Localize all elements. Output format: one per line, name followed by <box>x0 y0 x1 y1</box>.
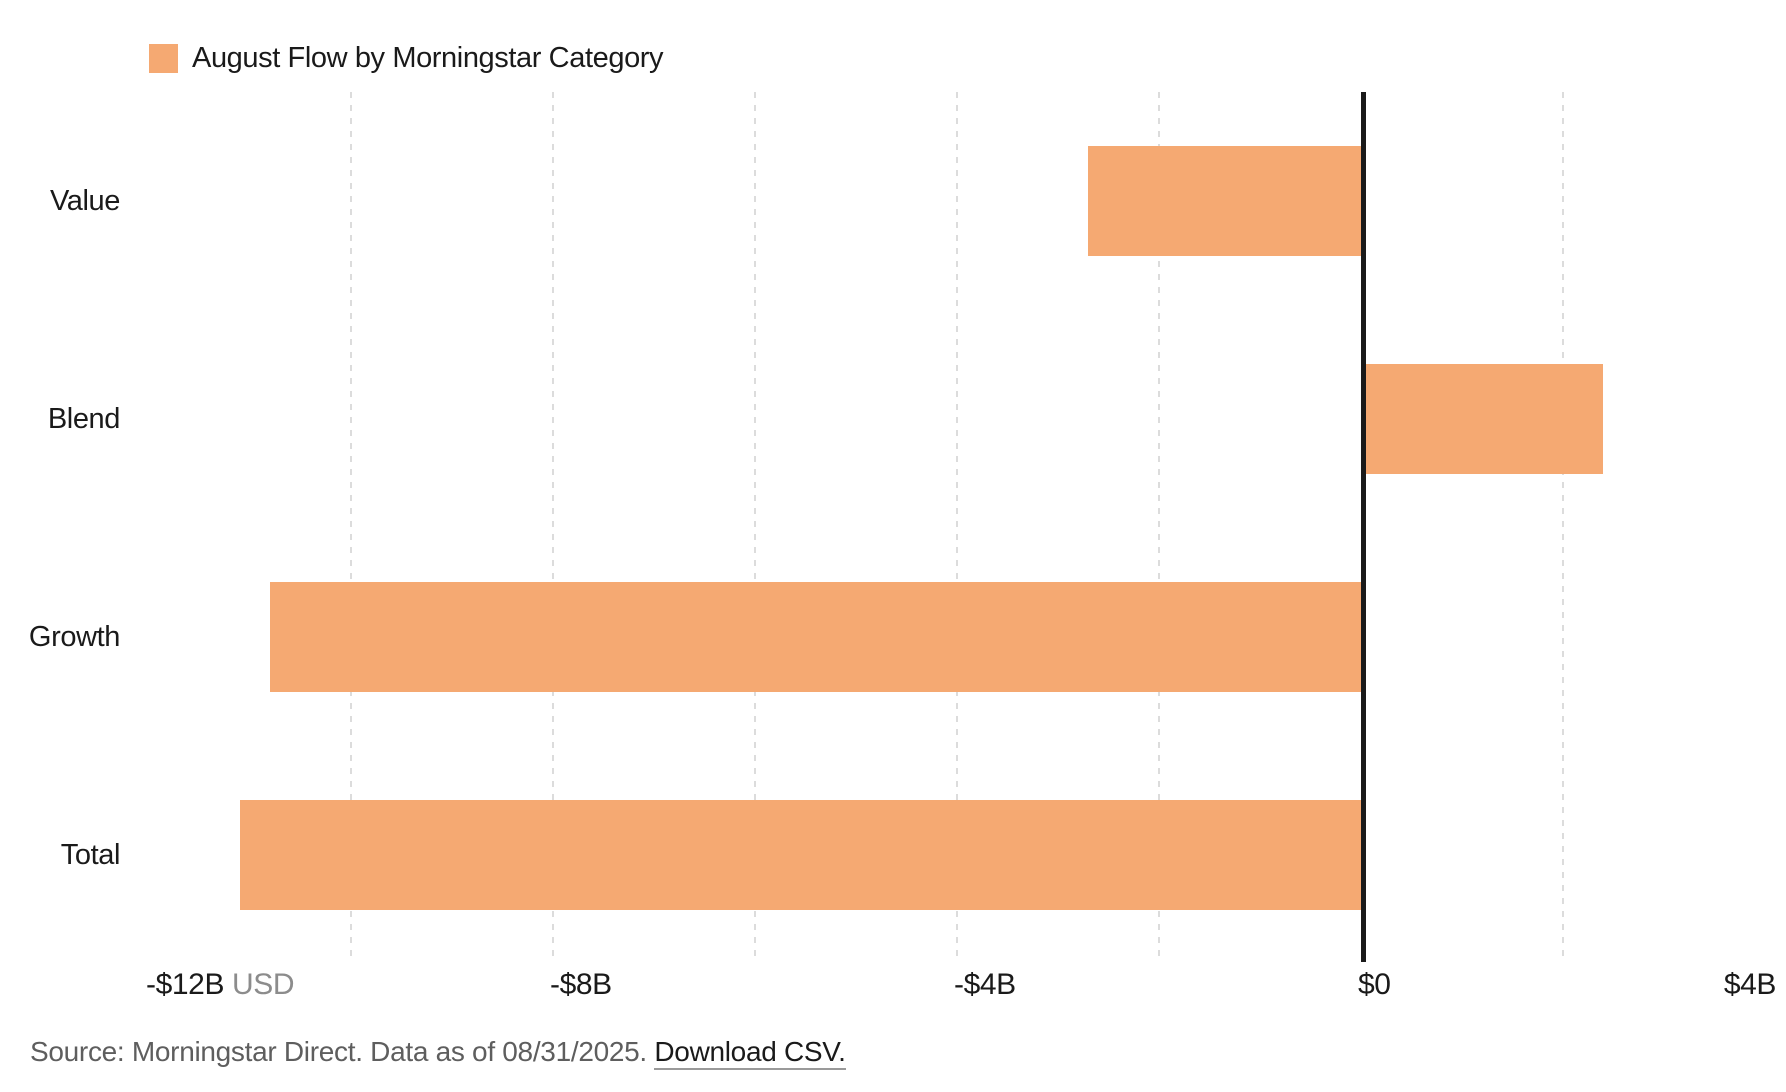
category-label-total: Total <box>60 839 121 871</box>
x-tick-value: -$4B <box>954 968 1016 1001</box>
bar-total[interactable] <box>239 800 1361 910</box>
bar-growth[interactable] <box>270 582 1361 692</box>
bar-value[interactable] <box>1088 146 1361 256</box>
gridline <box>1562 92 1564 962</box>
gridline <box>552 92 554 962</box>
x-tick-value: $4B <box>1723 968 1777 1001</box>
category-label-value: Value <box>49 185 120 217</box>
x-tick-label: $0 <box>1358 970 1391 1000</box>
x-tick-label: -$4B <box>954 970 1016 1000</box>
x-tick-value: -$12B <box>146 968 225 1001</box>
bar-blend[interactable] <box>1361 364 1604 474</box>
x-tick-value: $0 <box>1358 968 1391 1001</box>
legend-swatch-icon <box>149 44 178 73</box>
x-tick-label: $4B <box>1723 968 1777 1001</box>
source-note: Source: Morningstar Direct. Data as of 0… <box>30 1036 846 1070</box>
gridline <box>956 92 958 962</box>
category-label-growth: Growth <box>28 621 120 653</box>
x-axis-unit-label: USD <box>224 968 295 1001</box>
gridline <box>754 92 756 962</box>
zero-axis-line <box>1361 92 1366 962</box>
x-tick-label: -$12B USD <box>146 968 295 1001</box>
x-tick-label: -$8B <box>550 970 612 1000</box>
gridline <box>350 92 352 962</box>
gridline <box>1158 92 1160 962</box>
x-tick-value: -$8B <box>550 968 612 1001</box>
source-text: Source: Morningstar Direct. Data as of 0… <box>30 1036 655 1067</box>
chart-legend[interactable]: August Flow by Morningstar Category <box>149 42 664 75</box>
download-csv-link[interactable]: Download CSV. <box>654 1036 846 1070</box>
legend-label: August Flow by Morningstar Category <box>192 42 664 74</box>
category-label-blend: Blend <box>47 403 121 435</box>
